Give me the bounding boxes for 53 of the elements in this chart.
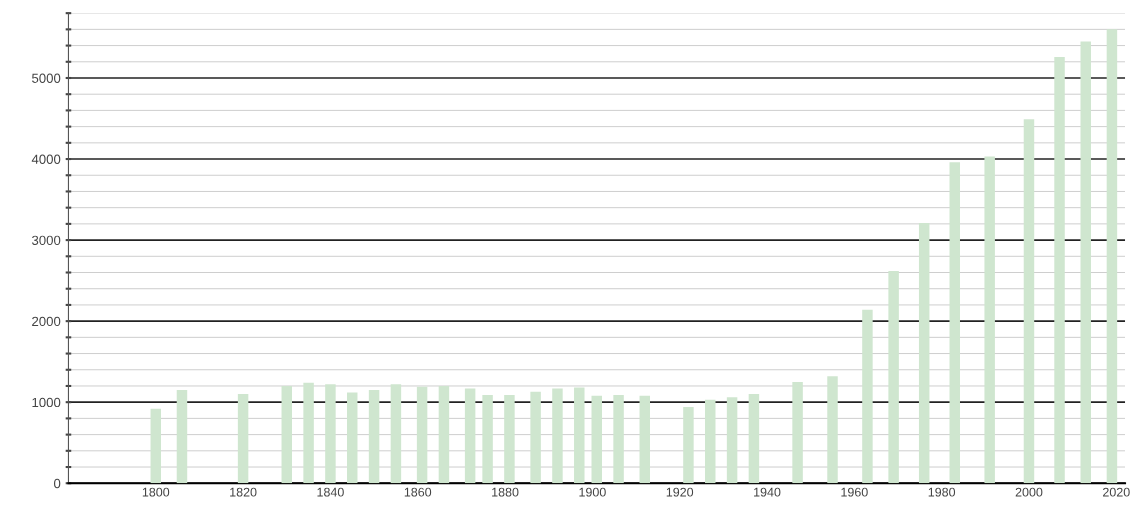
x-tick-label: 1800 [142,487,170,497]
bar [683,407,694,484]
bar [438,385,450,484]
x-tick-label: 1940 [754,487,781,497]
x-tick-label: 1900 [579,487,606,497]
bar [416,386,428,484]
bar [464,388,476,484]
bar [390,384,402,484]
bar [1054,56,1065,484]
bar [530,391,541,484]
bar [949,162,960,484]
bar [552,388,563,484]
bar [591,395,602,484]
bar [504,394,515,484]
y-tick-label: 1000 [32,397,61,408]
bar [368,390,380,484]
bar [482,394,493,484]
bar [918,223,930,484]
bar [705,399,716,484]
y-tick-label: 3000 [31,235,61,245]
bar [574,387,585,484]
x-tick-label: 2020 [1103,487,1130,497]
bar [726,397,738,484]
x-tick-label: 1920 [666,487,694,497]
bar [1080,41,1091,484]
x-tick-label: 2000 [1015,487,1043,497]
bar [748,394,760,484]
bar [150,408,162,484]
x-tick-label: 1840 [317,487,344,497]
bar [237,394,249,484]
bar [1106,29,1118,484]
bar [862,309,873,484]
bar [347,392,358,484]
bar [613,394,624,484]
bar [325,384,336,484]
x-tick-label: 1980 [928,487,956,497]
bar [984,156,995,484]
bar [176,390,188,484]
bar [1023,119,1035,484]
y-tick-label: 5000 [32,73,61,83]
bar [888,270,899,484]
y-tick-label: 2000 [32,316,61,327]
bar [303,382,314,484]
x-tick-label: 1860 [404,487,432,497]
bar [827,376,838,484]
y-tick-label: 0 [54,478,61,489]
x-tick-label: 1960 [841,487,868,497]
x-tick-label: 1820 [230,487,257,497]
x-tick-label: 1880 [492,487,519,497]
y-tick-label: 4000 [31,154,61,164]
bar [281,385,292,484]
bar [792,381,803,484]
bar [639,395,651,484]
